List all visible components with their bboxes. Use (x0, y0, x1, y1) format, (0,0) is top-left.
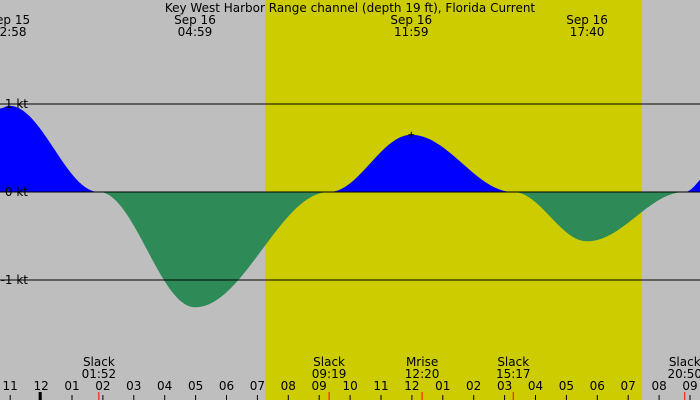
y-tick-label: -1 kt (1, 273, 29, 287)
y-tick-label: 1 kt (5, 97, 28, 111)
y-gridlines (0, 103, 700, 281)
x-tick-label: 01 (64, 379, 79, 393)
x-tick-label: 02 (466, 379, 481, 393)
event-label: Slack (313, 355, 345, 369)
x-tick-label: 06 (590, 379, 605, 393)
current-time-marker (38, 392, 42, 400)
extreme-event: Sep 1522:58 (0, 13, 30, 39)
x-tick-label: 06 (219, 379, 234, 393)
x-tick-label: 05 (188, 379, 203, 393)
slack-and-moon-events: Slack01:52Slack09:19Mrise12:20Slack15:17… (82, 355, 700, 400)
event-time: 20:50 (667, 367, 700, 381)
event-time: 22:58 (0, 25, 27, 39)
flood-current-area (0, 105, 700, 192)
event-label: Slack (83, 355, 115, 369)
event-date: Sep 16 (174, 13, 216, 27)
x-axis-hour-ticks: 11 12 01 02 03 04 05 06 07 08 09 10 11 12 01 02 03 04 05 06… (3, 379, 698, 400)
x-tick-label: 07 (250, 379, 265, 393)
event-time: 04:59 (178, 25, 213, 39)
ebb-current-area (0, 192, 700, 308)
x-tick-label: 03 (497, 379, 512, 393)
event-time: 17:40 (570, 25, 605, 39)
event-time: 11:59 (394, 25, 429, 39)
x-tick-label: 02 (95, 379, 110, 393)
x-tick-label: 04 (528, 379, 543, 393)
event-time: 09:19 (312, 367, 347, 381)
event-date: Sep 16 (566, 13, 608, 27)
event-label: Mrise (406, 355, 438, 369)
x-tick-label: 01 (435, 379, 450, 393)
x-tick-label: 04 (157, 379, 172, 393)
x-tick-label: 12 (404, 379, 419, 393)
event-time: 12:20 (405, 367, 440, 381)
x-tick-label: 08 (281, 379, 296, 393)
x-tick-label: 10 (342, 379, 357, 393)
x-tick-label: 09 (312, 379, 327, 393)
chart-markers (38, 131, 415, 400)
event-time: 15:17 (496, 367, 531, 381)
chart-title: Key West Harbor Range channel (depth 19 … (165, 1, 536, 15)
x-tick-label: 05 (559, 379, 574, 393)
x-tick-label: 12 (33, 379, 48, 393)
x-tick-label: 11 (373, 379, 388, 393)
max-current-marker (408, 131, 415, 138)
event-label: Slack (497, 355, 529, 369)
event-date: Sep 15 (0, 13, 30, 27)
event-date: Sep 16 (390, 13, 432, 27)
event-time: 01:52 (82, 367, 117, 381)
x-tick-label: 09 (682, 379, 697, 393)
x-tick-label: 08 (651, 379, 666, 393)
x-tick-label: 07 (621, 379, 636, 393)
event-label: Slack (669, 355, 700, 369)
y-tick-label: 0 kt (5, 185, 28, 199)
y-axis-labels: 1 kt 0 kt -1 kt (1, 97, 29, 287)
x-tick-label: 11 (3, 379, 18, 393)
x-tick-label: 03 (126, 379, 141, 393)
